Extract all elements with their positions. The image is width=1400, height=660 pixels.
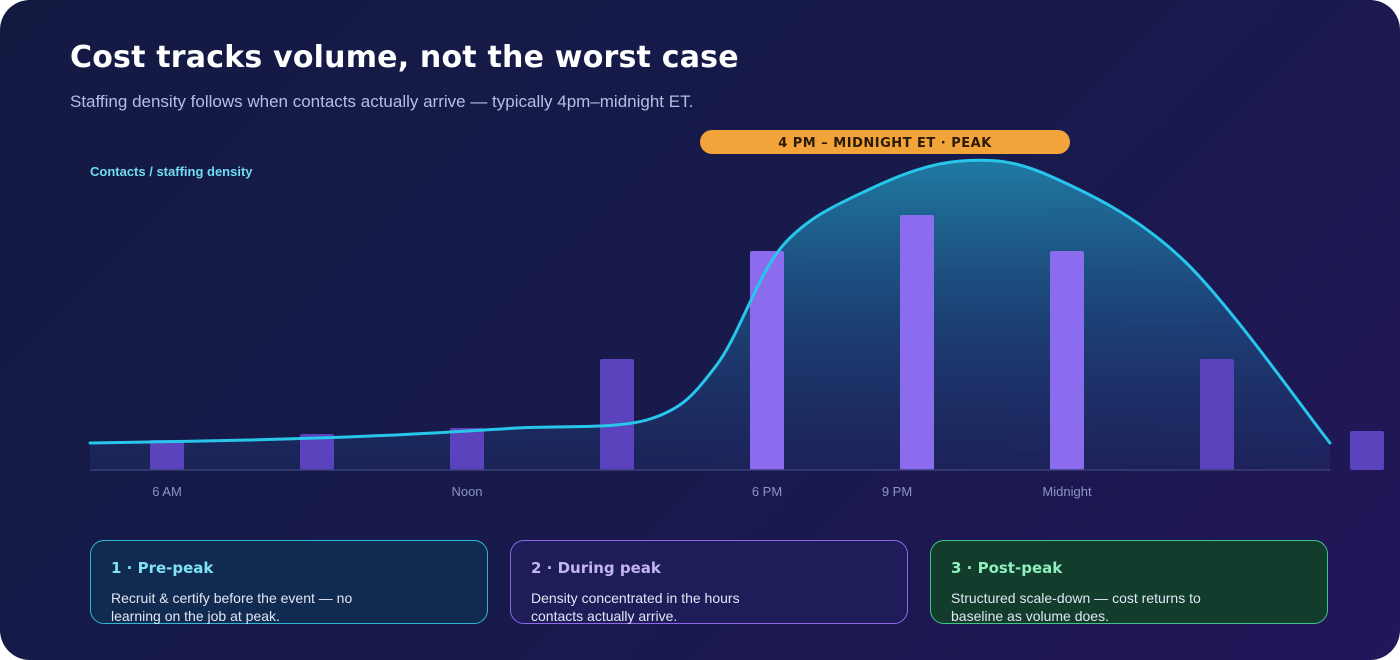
bar-3-am (1200, 359, 1234, 470)
peak-label: 4 PM – MIDNIGHT ET · PEAK (778, 136, 992, 151)
step-title: 1 · Pre-peak (111, 559, 214, 577)
page-title: Cost tracks volume, not the worst case (70, 40, 739, 75)
step-card-pre-peak: 1 · Pre-peak Recruit & certify before th… (90, 540, 488, 624)
bar-6-am (150, 440, 184, 470)
step-description: Recruit & certify before the event — no … (111, 590, 353, 624)
x-tick-label: 6 AM (152, 484, 182, 499)
bar-3-pm (600, 359, 634, 470)
x-tick-label: Noon (451, 484, 482, 499)
x-tick-label: 6 PM (752, 484, 782, 499)
contacts-curve (88, 158, 1332, 445)
page-subtitle: Staffing density follows when contacts a… (70, 92, 694, 111)
bar-6-pm (750, 251, 784, 470)
step-card-during-peak: 2 · During peak Density concentrated in … (510, 540, 908, 624)
bar-midnight (1050, 251, 1084, 470)
peak-window-banner: 4 PM – MIDNIGHT ET · PEAK (700, 130, 1070, 154)
bar-9-am (300, 434, 334, 470)
bar-9-pm (900, 215, 934, 470)
staffing-chart: Contacts / staffing density 6 AM Noon 6 PM… (88, 130, 1384, 499)
y-axis-label: Contacts / staffing density (90, 164, 253, 179)
step-description: Density concentrated in the hours contac… (531, 590, 740, 624)
x-tick-label: Midnight (1042, 484, 1092, 499)
step-title: 2 · During peak (531, 559, 661, 577)
step-title: 3 · Post-peak (951, 559, 1063, 577)
x-tick-label: 9 PM (882, 484, 912, 499)
contacts-area (90, 160, 1330, 470)
bar-5-am (1350, 431, 1384, 470)
bar-noon (450, 428, 484, 470)
step-card-post-peak: 3 · Post-peak Structured scale-down — co… (930, 540, 1328, 624)
step-description: Structured scale-down — cost returns to … (951, 590, 1201, 624)
peak-pill (700, 130, 1070, 154)
